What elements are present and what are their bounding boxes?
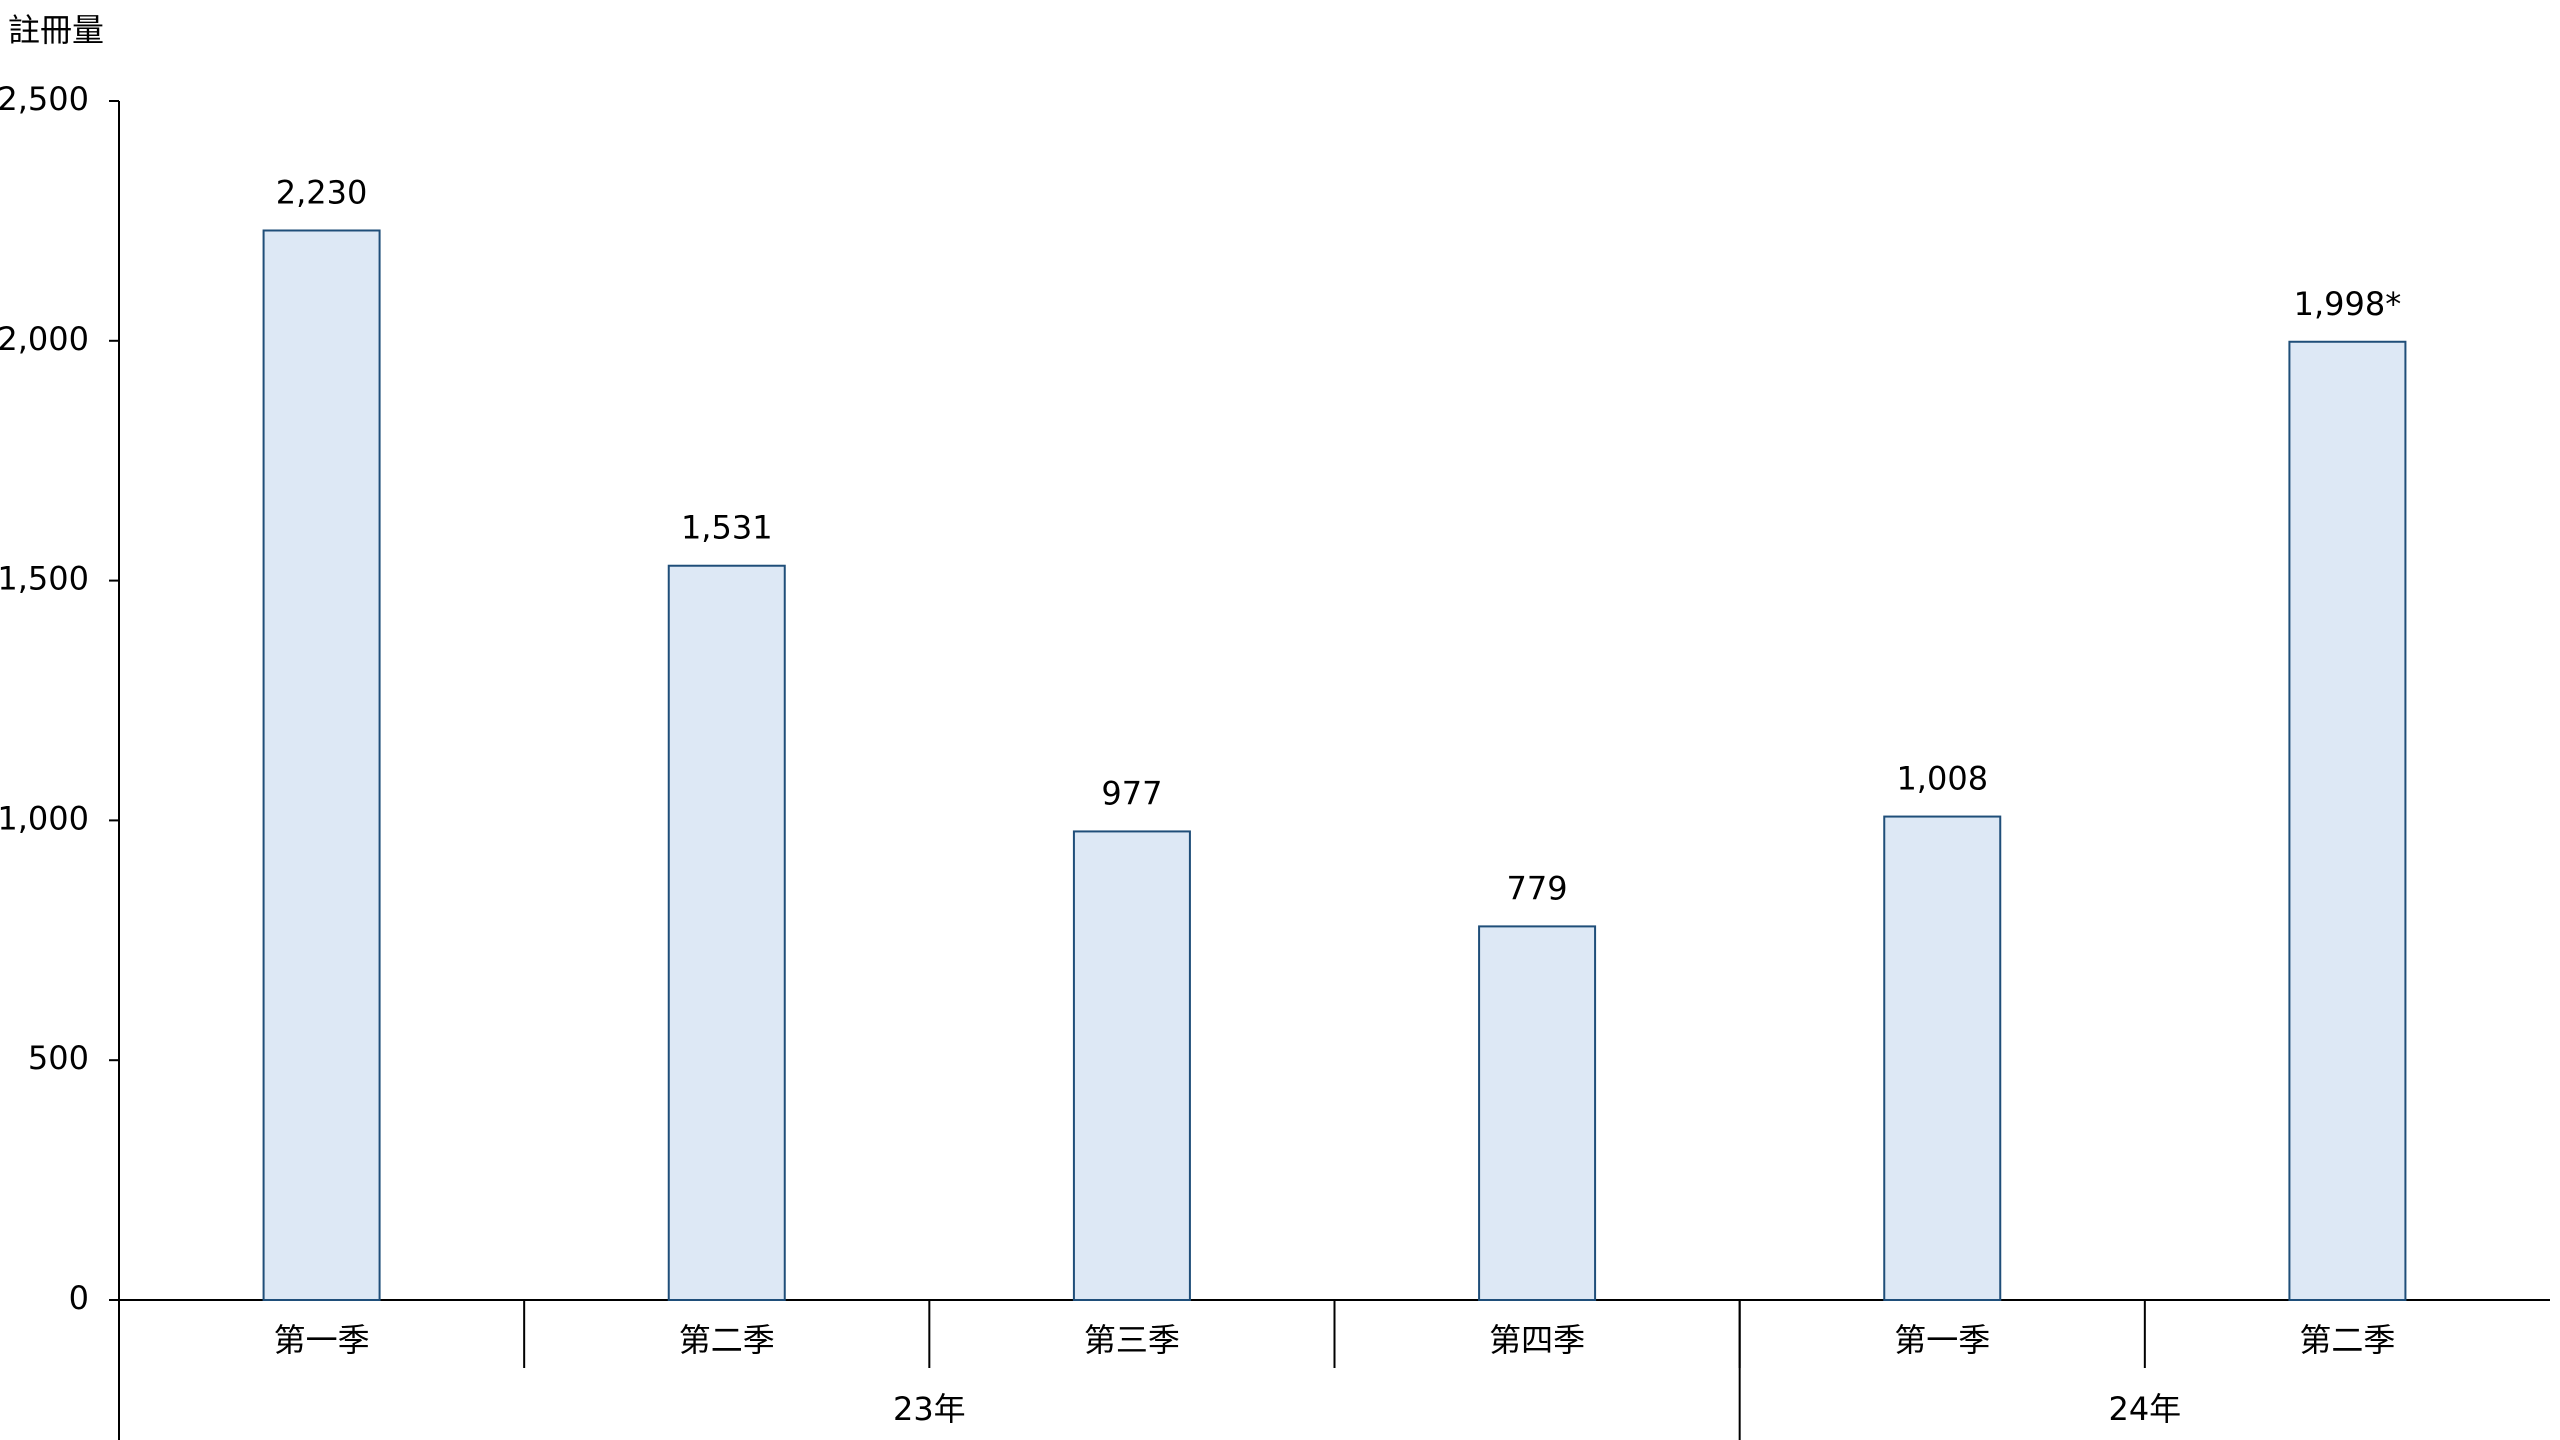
x-tick-label: 第三季	[1084, 1321, 1180, 1359]
y-tick-label: 2,500	[0, 80, 89, 118]
bar	[2288, 340, 2407, 1301]
value-label: 977	[1101, 774, 1162, 812]
y-tick-label: 0	[69, 1279, 89, 1317]
bar	[1478, 925, 1597, 1301]
value-label: 1,531	[681, 509, 773, 547]
group-label: 23年	[893, 1390, 966, 1428]
y-axis-label: 註冊量	[8, 11, 104, 49]
value-label: 2,230	[276, 173, 368, 211]
x-tick-label: 第一季	[1894, 1321, 1990, 1359]
y-tick-label: 1,500	[0, 560, 89, 598]
y-tick-label: 1,000	[0, 799, 89, 837]
bar	[667, 564, 786, 1301]
value-label: 1,008	[1896, 760, 1988, 798]
y-tick-label: 500	[28, 1039, 89, 1077]
x-tick-label: 第四季	[1489, 1321, 1585, 1359]
x-tick-label: 第二季	[679, 1321, 775, 1359]
value-label: 1,998*	[2294, 285, 2402, 323]
value-label: 779	[1507, 869, 1568, 907]
y-tick-label: 2,000	[0, 320, 89, 358]
x-tick-label: 第一季	[274, 1321, 370, 1359]
x-tick-label: 第二季	[2299, 1321, 2395, 1359]
bar	[1072, 830, 1191, 1301]
group-label: 24年	[2108, 1390, 2181, 1428]
bar	[1883, 815, 2002, 1301]
bar	[262, 229, 381, 1302]
